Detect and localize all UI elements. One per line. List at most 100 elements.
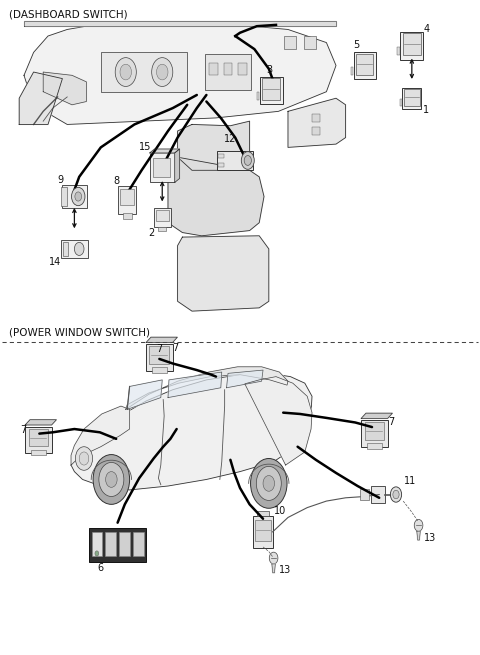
Bar (312, 127, 320, 135)
Bar (224, 63, 232, 75)
Bar (61, 187, 67, 206)
Bar (354, 52, 376, 79)
Text: 3: 3 (267, 65, 273, 75)
Bar (209, 63, 218, 75)
Polygon shape (146, 337, 178, 343)
Text: 10: 10 (274, 506, 286, 516)
Text: 7: 7 (388, 417, 394, 428)
Bar (158, 227, 167, 231)
Circle shape (106, 472, 117, 487)
Bar (361, 420, 388, 447)
Bar (154, 208, 171, 227)
Polygon shape (43, 72, 86, 105)
Bar (62, 185, 87, 208)
Bar (356, 54, 373, 75)
Bar (312, 114, 320, 122)
Text: 6: 6 (98, 563, 104, 573)
Bar (153, 158, 170, 178)
Text: 7: 7 (156, 344, 163, 354)
Bar (120, 189, 134, 204)
Bar (360, 489, 369, 500)
Circle shape (75, 192, 82, 201)
Bar (257, 92, 259, 100)
Bar (257, 511, 269, 516)
Text: 11: 11 (404, 476, 417, 486)
Bar (63, 242, 68, 256)
Text: (DASHBOARD SWITCH): (DASHBOARD SWITCH) (9, 10, 127, 20)
Circle shape (74, 242, 84, 255)
Circle shape (152, 58, 173, 86)
Circle shape (115, 58, 136, 86)
Text: (POWER WINDOW SWITCH): (POWER WINDOW SWITCH) (9, 328, 150, 338)
Polygon shape (361, 413, 392, 419)
Bar (253, 516, 273, 548)
Circle shape (75, 447, 93, 470)
Bar (255, 520, 271, 540)
Circle shape (251, 458, 287, 508)
Circle shape (99, 462, 124, 496)
Text: 13: 13 (279, 565, 292, 575)
Text: 14: 14 (49, 257, 61, 267)
Bar (351, 67, 353, 75)
Circle shape (263, 476, 275, 491)
Bar (217, 151, 253, 170)
Polygon shape (272, 564, 276, 572)
Polygon shape (24, 21, 336, 26)
Bar (218, 154, 224, 158)
Polygon shape (71, 373, 312, 490)
Bar (260, 77, 283, 104)
Text: 1: 1 (423, 105, 430, 115)
Bar (133, 532, 144, 555)
Polygon shape (25, 420, 57, 425)
Circle shape (93, 455, 130, 504)
Bar (25, 426, 52, 453)
Bar (238, 63, 247, 75)
Bar (218, 163, 224, 167)
Circle shape (390, 487, 402, 502)
Text: 13: 13 (424, 533, 437, 543)
Polygon shape (24, 23, 336, 124)
Polygon shape (19, 72, 62, 124)
Text: 12: 12 (224, 134, 237, 144)
Circle shape (79, 452, 89, 465)
Bar (28, 429, 48, 446)
Polygon shape (245, 377, 312, 465)
Bar (92, 532, 102, 555)
Circle shape (95, 551, 99, 556)
Circle shape (241, 152, 254, 169)
Polygon shape (71, 406, 130, 465)
Bar (403, 33, 421, 56)
Bar (402, 88, 421, 109)
Circle shape (393, 490, 399, 499)
Bar (152, 367, 167, 373)
Text: 4: 4 (423, 24, 430, 34)
Text: 15: 15 (139, 142, 152, 152)
Bar (31, 450, 46, 455)
Polygon shape (168, 372, 222, 398)
Bar (106, 532, 116, 555)
Polygon shape (288, 98, 346, 147)
Bar (304, 36, 316, 49)
Bar (149, 346, 169, 364)
Bar (284, 36, 297, 49)
Text: 8: 8 (113, 176, 119, 186)
Bar (61, 240, 88, 258)
Bar (150, 153, 175, 182)
Polygon shape (150, 149, 180, 153)
Polygon shape (417, 531, 420, 540)
Bar (400, 32, 423, 60)
Bar (205, 54, 251, 90)
Bar (89, 528, 146, 562)
Bar (364, 422, 384, 440)
Circle shape (120, 64, 132, 80)
Text: 5: 5 (353, 41, 359, 50)
Bar (397, 47, 400, 56)
Bar (123, 214, 132, 219)
Polygon shape (178, 236, 269, 311)
Text: 9: 9 (57, 175, 63, 185)
Bar (146, 344, 173, 371)
Polygon shape (127, 380, 162, 409)
Circle shape (72, 187, 85, 206)
Bar (101, 52, 187, 92)
Bar (404, 89, 420, 105)
